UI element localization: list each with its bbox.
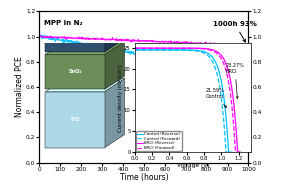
Text: MPP in N₂: MPP in N₂ (44, 20, 82, 26)
Text: 1000h 93%: 1000h 93% (213, 21, 257, 42)
Polygon shape (105, 0, 125, 52)
Polygon shape (105, 41, 125, 89)
Text: SnO₂: SnO₂ (68, 69, 82, 74)
Polygon shape (45, 92, 105, 148)
Text: ITO: ITO (70, 117, 80, 122)
Text: 23.27%
BRCI: 23.27% BRCI (225, 63, 245, 98)
Polygon shape (45, 78, 125, 92)
Polygon shape (45, 0, 105, 52)
Polygon shape (45, 41, 125, 54)
X-axis label: Voltage (V): Voltage (V) (177, 163, 209, 168)
Text: 21.59%
Control: 21.59% Control (206, 88, 226, 108)
Y-axis label: Normalized PCE: Normalized PCE (15, 57, 25, 117)
Polygon shape (45, 54, 105, 89)
Legend: Control (Reverse), Control (Forward), BRCI (Reverse), BRCI (Forward): Control (Reverse), Control (Forward), BR… (136, 131, 182, 151)
Text: Perovskite: Perovskite (60, 15, 90, 20)
Y-axis label: Current density (mA/cm²): Current density (mA/cm²) (118, 64, 122, 132)
X-axis label: Time (hours): Time (hours) (120, 173, 168, 182)
Polygon shape (105, 78, 125, 148)
